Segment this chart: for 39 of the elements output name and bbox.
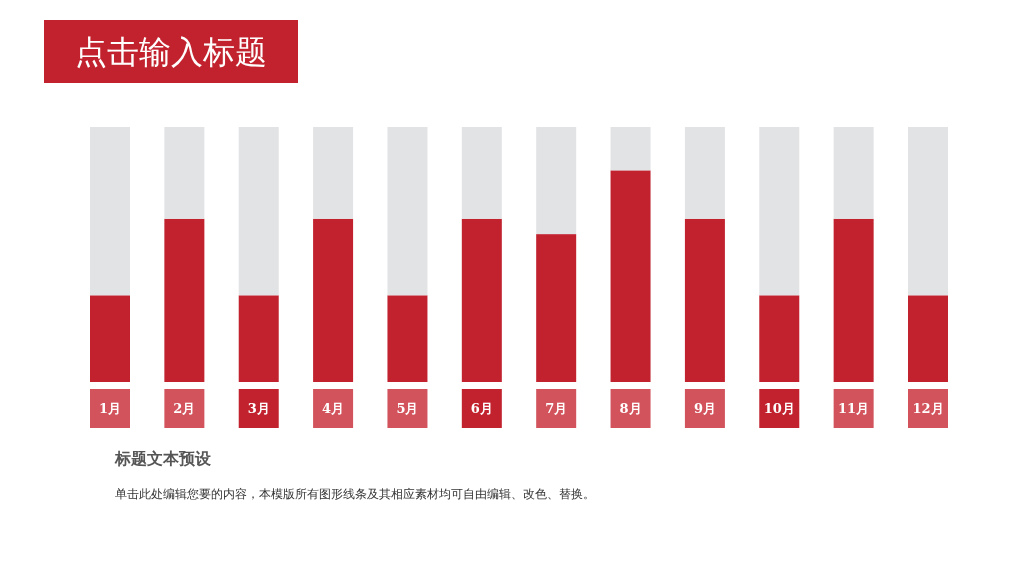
x-tick-label: 6月 [470,401,493,416]
bar [684,127,725,219]
x-tick-label: 12月 [912,401,944,416]
bar [833,218,874,382]
bar [313,218,354,382]
x-tick-label: 11月 [838,401,870,416]
bar [908,295,948,382]
x-tick-label: 5月 [396,401,419,416]
x-tick-label: 2月 [173,401,196,416]
bar [461,127,502,219]
bar [908,127,948,296]
bar [238,127,279,296]
bar [90,295,130,382]
bar [90,127,130,296]
bar [313,127,354,219]
bar [164,218,205,382]
bar [610,127,651,171]
bar [238,295,279,382]
bar [536,234,577,382]
x-tick-label: 3月 [247,401,270,416]
chart-title: 点击输入标题 [75,33,267,71]
bar [684,218,725,382]
bar [387,295,428,382]
x-tick-label: 10月 [763,401,795,416]
bar [833,127,874,219]
bar [461,218,502,382]
text: 单击此处编辑您要的内容，本模版所有图形线条及其相应素材均可自由编辑、改色、替换。 [115,487,595,501]
bar [759,127,800,296]
x-tick-label: 1月 [98,401,122,416]
x-tick-label: 7月 [545,401,568,416]
bar [387,127,428,296]
text: 标题文本预设 [114,448,212,468]
bar [536,127,577,235]
bar [610,170,651,382]
bar [164,127,205,219]
bar [759,295,800,382]
x-tick-label: 8月 [619,401,642,416]
x-tick-label: 4月 [322,401,345,416]
x-tick-label: 9月 [693,401,716,416]
